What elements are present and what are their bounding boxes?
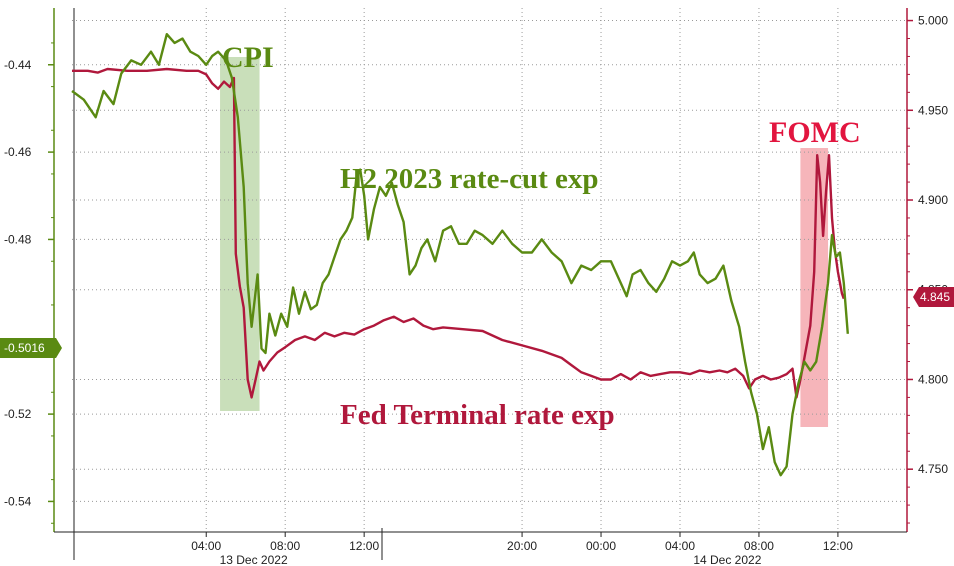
x-tick-label: 04:00 [191, 539, 221, 553]
right-value-badge: 4.845 [913, 287, 954, 307]
x-tick-label: 12:00 [349, 539, 379, 553]
series-fed-terminal-rate-line [72, 67, 845, 399]
left-badge-text: -0.5016 [4, 341, 45, 355]
x-tick-label: 20:00 [507, 539, 537, 553]
cpi-band [220, 57, 260, 411]
left-tick-label: -0.44 [4, 58, 32, 72]
x-date-label: 14 Dec 2022 [693, 553, 761, 566]
right-badge-text: 4.845 [920, 290, 950, 304]
fed-series-label: Fed Terminal rate exp [340, 399, 615, 431]
right-tick-label: 4.800 [918, 372, 948, 386]
annotations: CPI FOMC H2 2023 rate-cut exp Fed Termin… [222, 41, 861, 431]
right-badge-shape [913, 287, 954, 307]
value-badges: -0.5016 4.845 [0, 287, 954, 358]
right-tick-label: 4.950 [918, 103, 948, 117]
left-tick-label: -0.52 [4, 407, 32, 421]
left-tick-label: -0.46 [4, 145, 32, 159]
left-value-badge: -0.5016 [0, 338, 62, 358]
left-tick-label: -0.54 [4, 494, 32, 508]
x-tick-label: 12:00 [823, 539, 853, 553]
right-tick-label: 4.750 [918, 462, 948, 476]
grid [72, 8, 907, 532]
x-date-label: 13 Dec 2022 [220, 553, 288, 566]
x-tick-label: 04:00 [665, 539, 695, 553]
axes: -0.44 -0.46 -0.48 -0.52 -0.54 5.000 4.950 4.900… [4, 8, 948, 566]
series-h2-rate-cut-line [71, 33, 849, 477]
left-badge-shape [0, 338, 62, 358]
series-lines [71, 33, 849, 477]
right-tick-label: 4.900 [918, 193, 948, 207]
fomc-label: FOMC [769, 116, 861, 149]
right-tick-label: 5.000 [918, 14, 948, 28]
x-tick-label: 00:00 [586, 539, 616, 553]
left-tick-label: -0.48 [4, 232, 32, 246]
x-tick-label: 08:00 [270, 539, 300, 553]
x-tick-label: 08:00 [744, 539, 774, 553]
h2-series-label: H2 2023 rate-cut exp [340, 163, 599, 195]
cpi-label: CPI [222, 41, 274, 74]
